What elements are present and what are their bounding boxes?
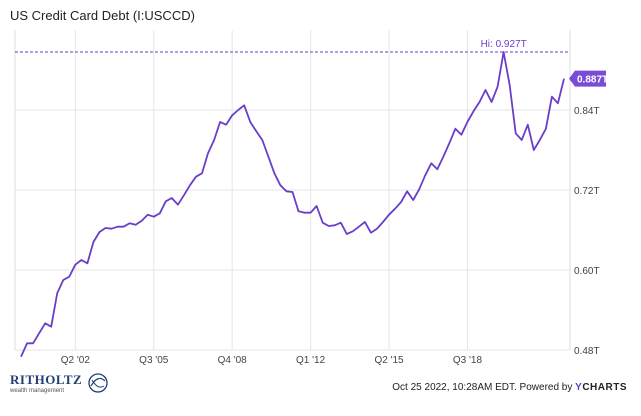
last-value-label: 0.887T	[577, 75, 608, 86]
x-tick-label: Q3 '18	[453, 355, 483, 366]
ycharts-brand-rest: CHARTS	[582, 382, 627, 393]
series-line	[20, 51, 565, 358]
last-value-badge	[569, 70, 606, 87]
x-tick-label: Q2 '02	[61, 355, 91, 366]
logo-name: RITHOLTZ	[10, 372, 83, 387]
high-label: Hi: 0.927T	[481, 39, 527, 50]
series-layer	[20, 51, 565, 358]
high-marker: Hi: 0.927T	[15, 39, 570, 53]
y-tick-label: 0.48T	[574, 346, 600, 357]
logo-subtitle: wealth management	[10, 388, 65, 394]
ycharts-brand[interactable]: YCHARTS	[575, 382, 627, 393]
last-value-marker: 0.887T	[569, 70, 608, 87]
footer-attribution: Oct 25 2022, 10:28AM EDT. Powered by YCH…	[392, 382, 627, 393]
x-tick-label: Q2 '15	[374, 355, 404, 366]
x-axis: Q2 '02 Q3 '05 Q4 '08 Q1 '12 Q2 '15 Q3 '18	[61, 355, 483, 366]
x-tick-label: Q4 '08	[218, 355, 248, 366]
ritholtz-logo: RITHOLTZ wealth management	[10, 372, 110, 394]
y-tick-label: 0.60T	[574, 266, 600, 277]
y-tick-label: 0.72T	[574, 186, 600, 197]
footer-timestamp: Oct 25 2022, 10:28AM EDT. Powered by	[392, 382, 573, 393]
ycharts-brand-y: Y	[575, 382, 583, 393]
y-axis: 0.48T 0.60T 0.72T 0.84T	[574, 106, 600, 357]
x-tick-label: Q3 '05	[139, 355, 169, 366]
y-tick-label: 0.84T	[574, 106, 600, 117]
grid-layer	[14, 30, 571, 351]
logo-emblem-icon	[88, 373, 108, 393]
x-tick-label: Q1 '12	[296, 355, 326, 366]
chart-title: US Credit Card Debt (I:USCCD)	[10, 8, 195, 23]
